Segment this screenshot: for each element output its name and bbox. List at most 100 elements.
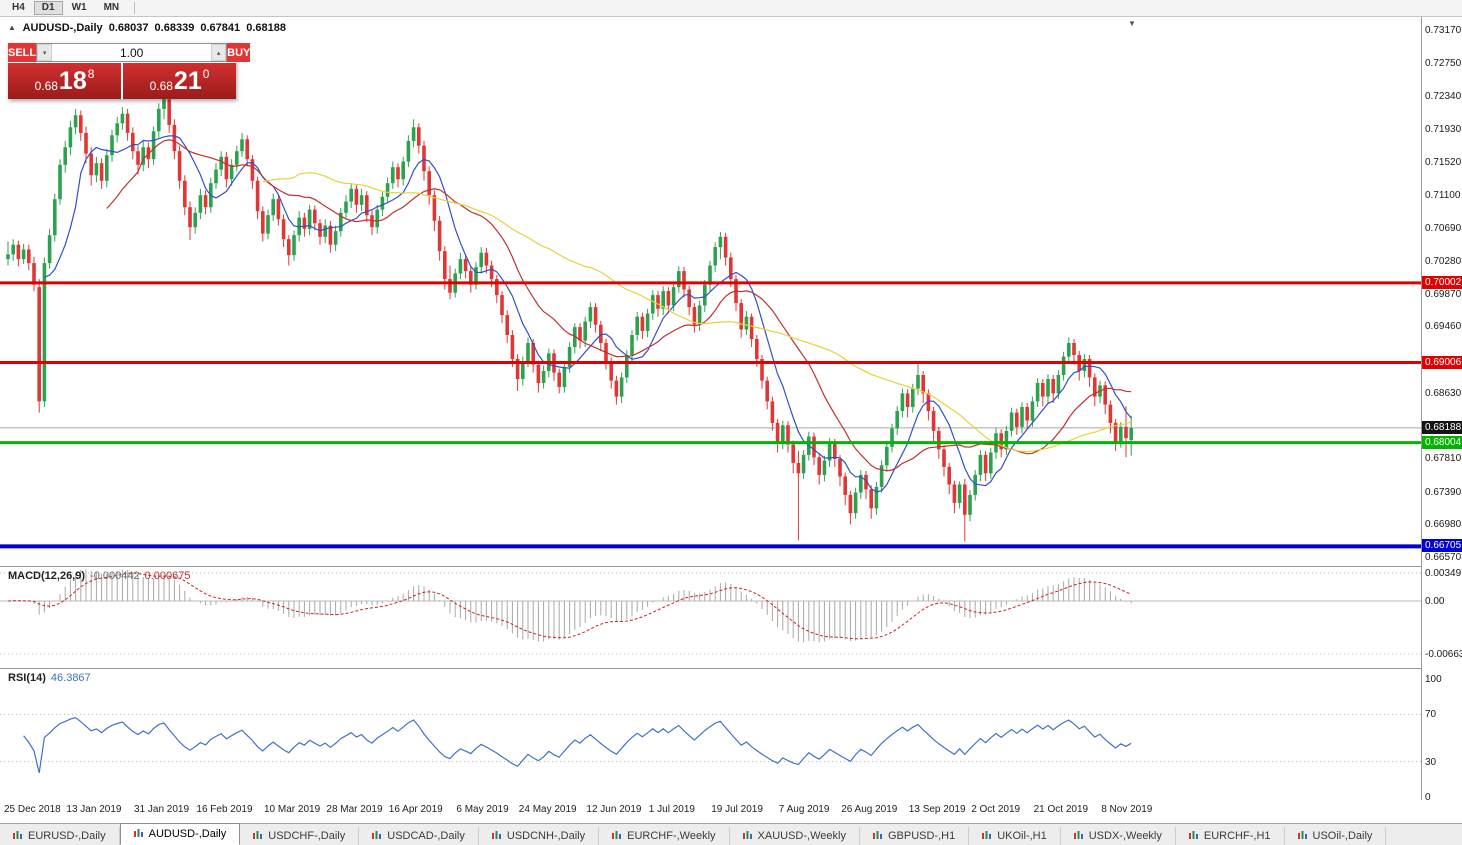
rsi-tick: 0 — [1425, 792, 1431, 803]
rsi-tick: 70 — [1425, 709, 1437, 721]
date-label: 7 Aug 2019 — [778, 804, 830, 815]
price-tick: 0.67390 — [1425, 486, 1462, 498]
chart-tab-ukoilh1[interactable]: UKOil-,H1 — [969, 827, 1061, 845]
buy-price-small: 0.68 — [149, 78, 173, 93]
sell-button[interactable]: SELL — [8, 43, 37, 62]
date-label: 19 Jul 2019 — [711, 804, 763, 815]
pane-separator[interactable] — [0, 668, 1462, 669]
period-button-d1[interactable]: D1 — [33, 1, 63, 15]
rsi-level-lines — [0, 713, 1421, 763]
level-price-badge: 0.69006 — [1422, 355, 1462, 369]
chart-tab-bar: EURUSD-,Daily AUDUSD-,Daily USDCHF-,Daily U… — [0, 823, 1462, 845]
level-price-badge: 0.66705 — [1422, 539, 1462, 553]
date-label: 6 May 2019 — [456, 804, 509, 815]
chart-icon — [742, 830, 753, 842]
price-axis[interactable]: 0.73170 0.72750 0.72340 0.71930 0.71520 0.711… — [1421, 17, 1462, 803]
chart-tab-usdcaddaily[interactable]: USDCAD-,Daily — [359, 827, 479, 845]
chart-tab-usdcnhdaily[interactable]: USDCNH-,Daily — [479, 827, 600, 845]
date-label: 21 Oct 2019 — [1033, 804, 1089, 815]
volume-up-spinner[interactable]: ▴ — [211, 44, 227, 61]
price-tick: 0.71100 — [1425, 190, 1461, 202]
chart-title: ▲ AUDUSD-,Daily 0.68037 0.68339 0.67841 … — [8, 22, 289, 34]
buy-price-button[interactable]: 0.68 21 0 — [123, 63, 236, 99]
one-click-toggle-icon[interactable]: ▲ — [8, 23, 16, 32]
chart-tab-label: UKOil-,H1 — [997, 830, 1047, 842]
rsi-pane[interactable] — [0, 669, 1421, 800]
sell-price-button[interactable]: 0.68 18 8 — [8, 63, 121, 99]
chart-icon — [612, 830, 622, 842]
chart-icon — [982, 830, 992, 842]
macd-value: -0.000442 — [90, 570, 140, 582]
chart-tab-eurchfh1[interactable]: EURCHF-,H1 — [1176, 827, 1285, 845]
date-label: 26 Aug 2019 — [841, 804, 898, 815]
ohlc-close: 0.68188 — [246, 22, 286, 34]
macd-tick: 0.00 — [1425, 596, 1445, 607]
candlestick-series — [6, 92, 1133, 542]
date-label: 25 Dec 2018 — [4, 804, 61, 815]
chart-window[interactable]: ▲ AUDUSD-,Daily 0.68037 0.68339 0.67841 … — [0, 17, 1462, 823]
pane-separator[interactable] — [0, 566, 1462, 567]
chart-tab-label: EURCHF-,H1 — [1203, 830, 1271, 842]
price-tick: 0.71930 — [1425, 123, 1462, 135]
price-tick: 0.73170 — [1425, 24, 1462, 36]
level-price-badge: 0.68004 — [1422, 435, 1462, 449]
chart-shift-marker-icon: ▼ — [1128, 19, 1136, 28]
date-label: 16 Apr 2019 — [388, 804, 443, 815]
chart-icon — [253, 830, 263, 842]
level-price-badge: 0.70002 — [1422, 275, 1462, 289]
chart-tab-eurusddaily[interactable]: EURUSD-,Daily — [0, 827, 120, 845]
chart-icon — [491, 830, 502, 842]
date-label: 1 Jul 2019 — [648, 804, 695, 815]
price-tick: 0.68630 — [1425, 387, 1462, 399]
sell-price-sup: 8 — [87, 67, 95, 81]
chart-tab-label: USDCAD-,Daily — [387, 830, 465, 842]
buy-price-sup: 0 — [202, 67, 210, 81]
volume-input[interactable] — [52, 44, 212, 61]
date-label: 8 Nov 2019 — [1101, 804, 1153, 815]
price-tick: 0.67810 — [1425, 453, 1462, 465]
sell-price-small: 0.68 — [34, 78, 58, 93]
time-axis[interactable]: 25 Dec 2018 13 Jan 2019 31 Jan 2019 16 Feb … — [0, 800, 1462, 820]
chart-tab-usoildaily[interactable]: USOil-,Daily — [1285, 827, 1387, 845]
macd-histogram — [12, 569, 1132, 643]
chart-tab-label: AUDUSD-,Daily — [148, 828, 227, 840]
price-tick: 0.70280 — [1425, 255, 1462, 267]
horizontal-level-lines — [0, 281, 1421, 549]
volume-down-spinner[interactable]: ▾ — [37, 44, 53, 61]
period-button-w1[interactable]: W1 — [64, 1, 95, 15]
price-tick: 0.66980 — [1425, 519, 1462, 531]
chart-symbol: AUDUSD-,Daily — [22, 22, 103, 34]
macd-pane[interactable] — [0, 567, 1421, 668]
buy-button[interactable]: BUY — [227, 43, 251, 62]
price-tick: 0.70690 — [1425, 223, 1462, 234]
chart-tab-audusddaily[interactable]: AUDUSD-,Daily — [119, 823, 241, 845]
main-price-pane[interactable] — [0, 17, 1421, 566]
date-label: 24 May 2019 — [518, 804, 577, 815]
date-label: 2 Oct 2019 — [971, 804, 1021, 815]
price-tick: 0.69460 — [1425, 321, 1462, 333]
chart-icon — [872, 830, 883, 842]
chart-tab-label: USOil-,Daily — [1312, 830, 1373, 842]
chart-icon — [133, 828, 144, 840]
chart-tab-label: GBPUSD-,H1 — [887, 830, 956, 842]
period-button-h4[interactable]: H4 — [4, 1, 33, 15]
chart-tab-xauusdweekly[interactable]: XAUUSD-,Weekly — [730, 827, 860, 845]
macd-signal-line — [7, 572, 1132, 640]
period-button-mn[interactable]: MN — [96, 1, 128, 15]
chart-tab-eurchfweekly[interactable]: EURCHF-,Weekly — [599, 827, 730, 845]
chart-tab-usdxweekly[interactable]: USDX-,Weekly — [1061, 827, 1176, 845]
chart-tab-label: EURUSD-,Daily — [28, 830, 106, 842]
chart-tab-label: EURCHF-,Weekly — [627, 830, 716, 842]
chart-tab-gbpusdh1[interactable]: GBPUSD-,H1 — [860, 827, 970, 845]
date-label: 10 Mar 2019 — [264, 804, 321, 815]
chart-tab-label: XAUUSD-,Weekly — [757, 830, 846, 842]
macd-signal-value: 0.000675 — [144, 570, 191, 582]
chart-tab-usdchfdaily[interactable]: USDCHF-,Daily — [240, 827, 360, 845]
chart-icon — [1188, 830, 1199, 842]
macd-tick: -0.00663 — [1425, 649, 1462, 661]
macd-tick: 0.00349 — [1425, 568, 1462, 580]
macd-name: MACD(12,26,9) — [8, 570, 86, 582]
date-label: 16 Feb 2019 — [196, 804, 253, 815]
period-toolbar: H4 D1 W1 MN — [0, 0, 1462, 17]
chart-icon — [13, 830, 23, 842]
